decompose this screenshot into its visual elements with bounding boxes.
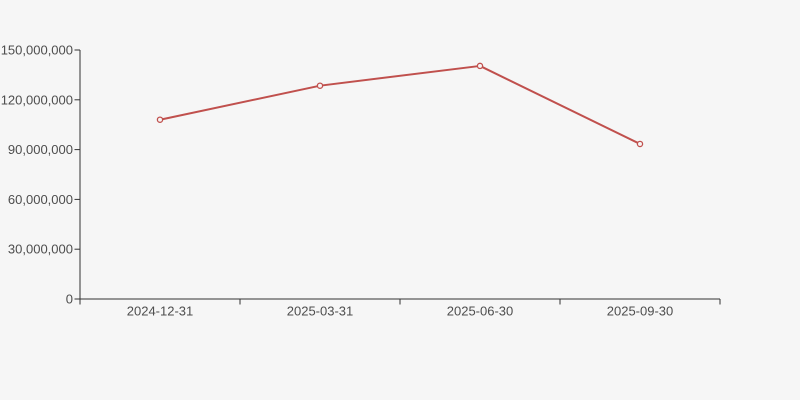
x-tick-label: 2025-03-31 <box>287 304 354 319</box>
data-point <box>476 62 484 70</box>
data-point <box>316 82 324 89</box>
y-tick-label: 0 <box>66 292 73 307</box>
data-point <box>156 116 164 123</box>
y-tick-label: 30,000,000 <box>8 242 73 257</box>
data-line <box>159 64 641 145</box>
x-tick-label: 2024-12-31 <box>127 304 194 319</box>
data-point <box>636 140 644 148</box>
x-tick-label: 2025-06-30 <box>447 304 514 319</box>
y-tick-label: 120,000,000 <box>1 92 73 107</box>
y-tick-label: 150,000,000 <box>1 43 73 58</box>
x-tick-label: 2025-09-30 <box>607 304 674 319</box>
y-tick-label: 60,000,000 <box>8 192 73 207</box>
y-tick-label: 90,000,000 <box>8 142 73 157</box>
